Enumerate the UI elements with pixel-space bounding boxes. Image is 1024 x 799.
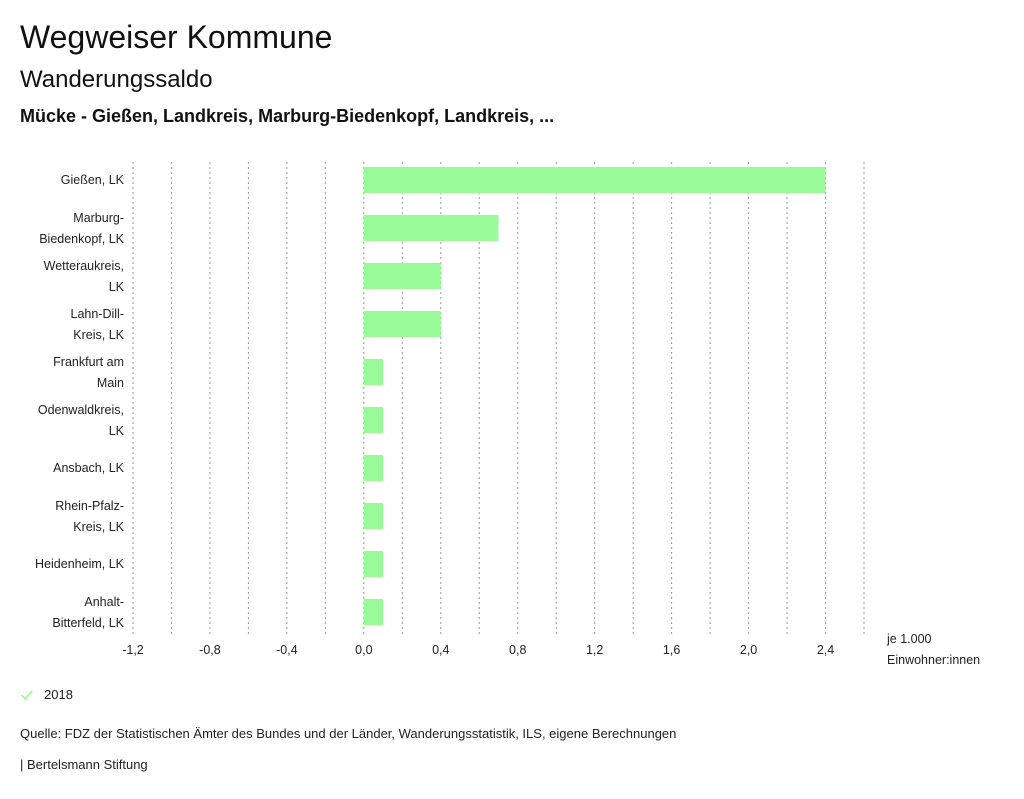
x-axis-unit-label: je 1.000 Einwohner:innen xyxy=(886,632,980,667)
category-labels: Gießen, LK Marburg- Biedenkopf, LK Wetterau… xyxy=(35,173,125,630)
category-label: LK xyxy=(109,280,125,294)
bar[interactable] xyxy=(363,599,384,625)
legend-label-2018: 2018 xyxy=(44,687,73,702)
x-tick-label: 0,0 xyxy=(355,643,372,657)
bar-series-2018 xyxy=(363,167,826,625)
category-label: Bitterfeld, LK xyxy=(52,616,124,630)
bar[interactable] xyxy=(363,167,826,193)
x-tick-label: 1,6 xyxy=(663,643,680,657)
category-label: Lahn-Dill- xyxy=(71,307,125,321)
legend[interactable]: 2018 xyxy=(20,687,73,702)
x-tick-label: -0,8 xyxy=(199,643,221,657)
category-label: Gießen, LK xyxy=(61,173,125,187)
bar[interactable] xyxy=(363,551,384,577)
category-label: Biedenkopf, LK xyxy=(39,232,124,246)
x-tick-label: 1,2 xyxy=(586,643,603,657)
x-axis-unit-line: Einwohner:innen xyxy=(887,653,980,667)
bar[interactable] xyxy=(363,215,499,241)
page-title: Wegweiser Kommune xyxy=(20,19,333,55)
chart-subtitle: Wanderungssaldo xyxy=(20,66,213,93)
x-tick-label: -1,2 xyxy=(122,643,144,657)
horizontal-bar-chart: -1,2 -0,8 -0,4 0,0 0,4 0,8 1,2 1,6 2,0 2,4 je 1.00… xyxy=(35,162,980,667)
x-axis-ticks: -1,2 -0,8 -0,4 0,0 0,4 0,8 1,2 1,6 2,0 2,4 xyxy=(122,643,834,657)
category-label: Wetteraukreis, xyxy=(44,259,124,273)
check-icon xyxy=(21,689,33,700)
bar[interactable] xyxy=(363,311,441,337)
bar[interactable] xyxy=(363,455,384,481)
category-label: Kreis, LK xyxy=(73,520,124,534)
x-axis-unit-line: je 1.000 xyxy=(886,632,932,646)
source-note: Quelle: FDZ der Statistischen Ämter des … xyxy=(20,726,677,741)
category-label: Main xyxy=(97,376,124,390)
x-gridlines xyxy=(132,162,865,634)
category-label: Odenwaldkreis, xyxy=(38,403,124,417)
x-tick-label: 0,4 xyxy=(432,643,449,657)
category-label: Anhalt- xyxy=(84,595,124,609)
region-selector-label: Mücke - Gießen, Landkreis, Marburg-Biede… xyxy=(20,106,555,126)
category-label: Kreis, LK xyxy=(73,328,124,342)
bar[interactable] xyxy=(363,359,384,385)
bar[interactable] xyxy=(363,503,384,529)
category-label: Rhein-Pfalz- xyxy=(55,499,124,513)
bar[interactable] xyxy=(363,407,384,433)
bar[interactable] xyxy=(363,263,441,289)
category-label: Ansbach, LK xyxy=(53,461,125,475)
x-tick-label: 0,8 xyxy=(509,643,526,657)
category-label: Heidenheim, LK xyxy=(35,557,125,571)
x-tick-label: -0,4 xyxy=(276,643,298,657)
x-tick-label: 2,0 xyxy=(740,643,757,657)
x-tick-label: 2,4 xyxy=(817,643,834,657)
category-label: LK xyxy=(109,424,125,438)
category-label: Frankfurt am xyxy=(53,355,124,369)
category-label: Marburg- xyxy=(73,211,124,225)
brand-footer: | Bertelsmann Stiftung xyxy=(20,757,148,772)
